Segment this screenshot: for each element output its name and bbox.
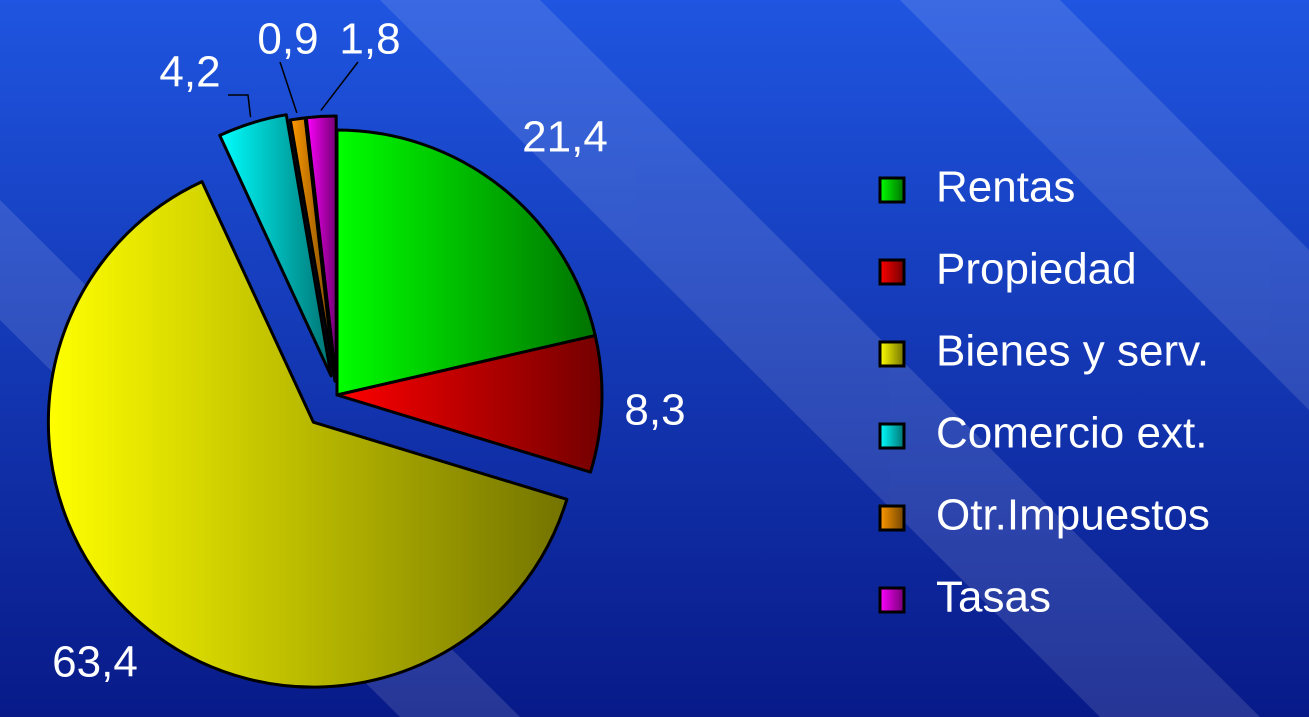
legend-label: Comercio ext. bbox=[936, 409, 1207, 458]
legend-label: Tasas bbox=[936, 573, 1051, 622]
legend-swatch bbox=[878, 340, 906, 368]
legend: Rentas Propiedad Bienes y serv. Comercio ex… bbox=[878, 163, 1210, 622]
pie-slice bbox=[304, 114, 338, 383]
data-label: 21,4 bbox=[522, 113, 608, 162]
legend-swatch bbox=[878, 504, 906, 532]
pie-slice bbox=[46, 180, 569, 689]
leader-line bbox=[279, 61, 298, 114]
leader-line bbox=[228, 94, 252, 118]
data-label: 8,3 bbox=[624, 386, 685, 435]
pie-slice bbox=[335, 334, 604, 474]
data-label: 0,9 bbox=[257, 15, 318, 64]
legend-swatch bbox=[878, 258, 906, 286]
data-label: 4,2 bbox=[159, 48, 220, 97]
legend-label: Otr.Impuestos bbox=[936, 491, 1210, 540]
legend-swatch bbox=[878, 176, 906, 204]
pie: 21,4 8,3 63,4 4,2 0,9 1,8 bbox=[46, 15, 686, 689]
data-label: 1,8 bbox=[339, 15, 400, 64]
legend-swatch bbox=[878, 422, 906, 450]
legend-label: Bienes y serv. bbox=[936, 327, 1209, 376]
legend-label: Rentas bbox=[936, 163, 1075, 212]
leader-line bbox=[320, 61, 359, 111]
legend-label: Propiedad bbox=[936, 245, 1137, 294]
pie-slice bbox=[218, 113, 333, 378]
pie-slice bbox=[335, 128, 597, 397]
legend-swatch bbox=[878, 586, 906, 614]
data-label: 63,4 bbox=[52, 638, 138, 687]
